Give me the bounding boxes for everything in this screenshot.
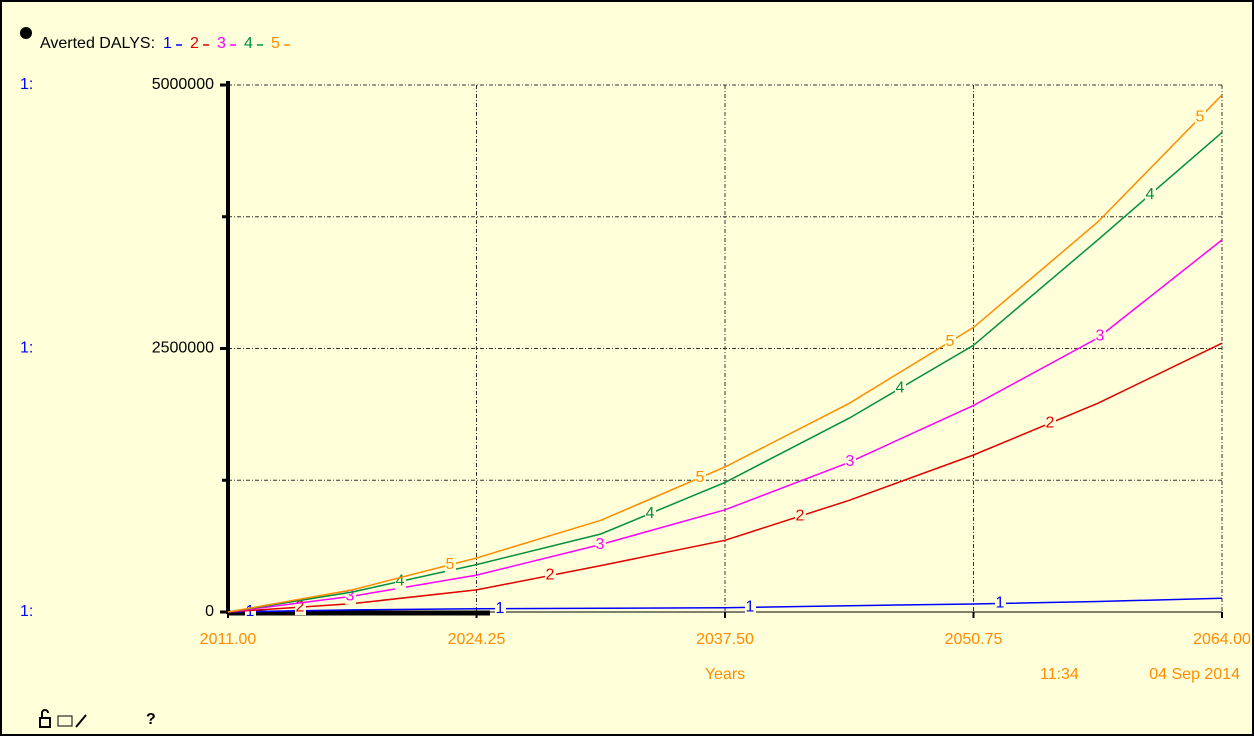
line-label: 1 xyxy=(246,603,255,620)
x-tick-label: 2037.50 xyxy=(696,631,754,648)
line-label: 3 xyxy=(346,588,355,605)
line-label-bg xyxy=(795,508,806,525)
legend-label: 3 xyxy=(217,35,226,52)
legend-label: 5 xyxy=(271,35,280,52)
line-label-bg xyxy=(1045,415,1056,432)
y-tick-label: 5000000 xyxy=(152,76,214,93)
line-label: 5 xyxy=(946,333,955,350)
line-label: 1 xyxy=(996,595,1005,612)
line-label-bg xyxy=(645,505,656,522)
line-label-bg xyxy=(445,556,456,573)
line-label-bg xyxy=(595,536,606,553)
line-label: 3 xyxy=(846,453,855,470)
line-label-bg xyxy=(845,453,856,470)
line-label: 5 xyxy=(446,556,455,573)
line-label: 3 xyxy=(1096,327,1105,344)
line-label: 2 xyxy=(796,507,805,524)
toolbar xyxy=(39,709,87,728)
x-tick-label: 2064.00 xyxy=(1193,631,1251,648)
legend-label: 1 xyxy=(163,35,172,52)
y-tick-label: 2500000 xyxy=(152,340,214,357)
line-label-bg xyxy=(895,380,906,397)
line-label: 4 xyxy=(896,380,905,397)
timestamp-time: 11:34 xyxy=(1040,666,1079,683)
line-label: 5 xyxy=(696,469,705,486)
line-label-bg xyxy=(995,595,1006,612)
line-label: 4 xyxy=(396,573,405,590)
line-label-bg xyxy=(495,600,506,617)
line-label: 2 xyxy=(1046,414,1055,431)
lock-shackle xyxy=(41,709,49,718)
line-label-bg xyxy=(1195,109,1206,126)
line-label-bg xyxy=(395,573,406,590)
wand-icon[interactable] xyxy=(75,714,87,728)
legend-label: 4 xyxy=(244,35,253,52)
series-line xyxy=(227,94,1223,613)
line-label: 2 xyxy=(546,567,555,584)
axis-prefix: 1: xyxy=(20,603,33,620)
line-label-bg xyxy=(295,599,306,616)
x-tick-label: 2024.25 xyxy=(448,631,506,648)
line-label: 1 xyxy=(746,599,755,616)
lock-icon[interactable] xyxy=(39,717,51,728)
help-icon[interactable]: ? xyxy=(146,711,156,728)
line-label-bg xyxy=(545,567,556,584)
axis-prefix: 1: xyxy=(20,340,33,357)
line-label-bg xyxy=(695,469,706,486)
chart-title: Averted DALYS: xyxy=(40,35,155,52)
timestamp-date: 04 Sep 2014 xyxy=(1149,666,1240,683)
series-line xyxy=(227,597,1223,613)
line-label: 1 xyxy=(496,600,505,617)
axis-prefix: 1: xyxy=(20,76,33,93)
line-label-bg xyxy=(745,599,756,616)
line-label: 4 xyxy=(1146,186,1155,203)
series-line xyxy=(227,131,1223,613)
line-label-bg xyxy=(945,333,956,350)
line-label-bg xyxy=(245,603,256,620)
line-label: 4 xyxy=(646,505,655,522)
series-line xyxy=(227,239,1223,613)
line-label: 2 xyxy=(296,598,305,615)
print-icon[interactable] xyxy=(57,715,73,727)
line-label-bg xyxy=(1095,328,1106,345)
x-axis-label: Years xyxy=(705,666,745,683)
line-label: 5 xyxy=(1196,109,1205,126)
line-label-bg xyxy=(1145,186,1156,203)
x-tick-label: 2050.75 xyxy=(945,631,1003,648)
series-line xyxy=(227,342,1223,613)
x-tick-label: 2011.00 xyxy=(200,631,257,648)
line-label-bg xyxy=(345,588,356,605)
pin-icon[interactable] xyxy=(20,27,32,39)
legend-label: 2 xyxy=(190,35,199,52)
y-tick-label: 0 xyxy=(205,603,214,620)
line-label: 3 xyxy=(596,536,605,553)
